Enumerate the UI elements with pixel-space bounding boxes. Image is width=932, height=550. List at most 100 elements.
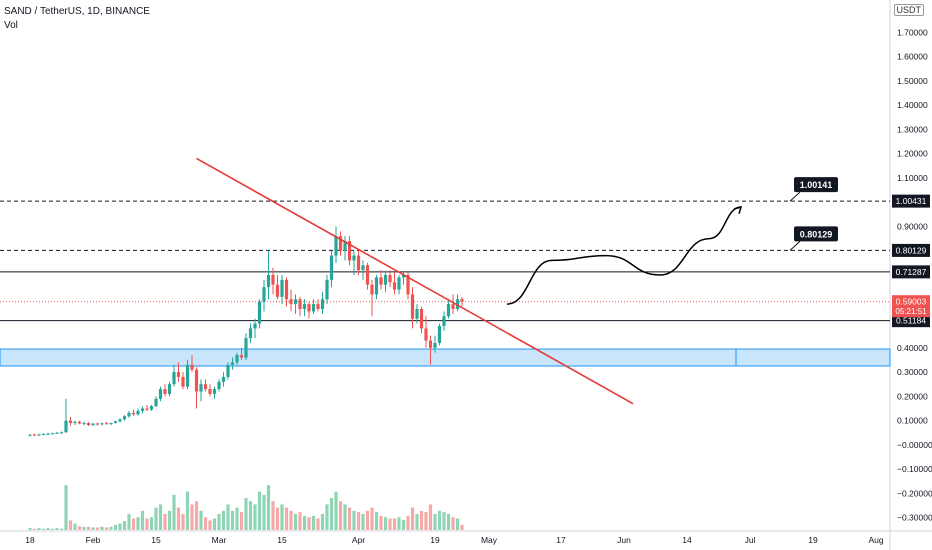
volume-bar (410, 507, 415, 530)
y-tick-label: 0.40000 (897, 343, 928, 353)
candle-body (77, 421, 82, 424)
current-price-text: 0.59003 (896, 297, 927, 307)
candle-body (424, 328, 428, 341)
volume-bar (338, 501, 343, 530)
projection-layer[interactable] (506, 205, 743, 305)
volume-bar (424, 512, 428, 530)
y-tick-label: 0.20000 (897, 391, 928, 401)
candle-body (248, 328, 253, 339)
x-axis[interactable]: 18 Feb 15 Mar 15 Apr 19 May 17 Jun 14 Jul 19 Aug (25, 535, 884, 545)
volume-bar (28, 528, 32, 530)
volume-bar (320, 514, 325, 530)
volume-bar (32, 528, 37, 530)
volume-bar (127, 514, 131, 530)
volume-bar (347, 507, 352, 530)
candle-body (190, 364, 194, 370)
callouts-layer: 1.00141 0.80129 (789, 177, 838, 251)
y-tick-label: 1.40000 (897, 100, 928, 110)
volume-bar (217, 514, 221, 530)
y-tick-label: 1.70000 (897, 27, 928, 37)
candle-body (145, 408, 149, 410)
volume-bar (419, 510, 424, 530)
candle-body (275, 284, 280, 297)
volume-bar (433, 514, 437, 530)
x-tick-label: Apr (352, 535, 365, 545)
volume-bar (140, 510, 145, 530)
candle-body (203, 384, 208, 390)
candle-body (68, 420, 73, 424)
volume-layer (28, 485, 464, 530)
volume-bar (181, 514, 185, 530)
price-level-tag (892, 314, 930, 328)
y-tick-label: −0.30000 (897, 513, 932, 523)
candle-body (406, 274, 410, 295)
symbol-title[interactable]: SAND / TetherUS, 1D, BINANCE (4, 6, 150, 17)
volume-bar (59, 528, 64, 530)
candle-body (433, 342, 437, 348)
candle-body (167, 384, 172, 394)
candle-body (266, 274, 271, 288)
candle-body (55, 432, 59, 434)
candle-body (316, 304, 320, 309)
y-tick-label: −0.10000 (897, 464, 932, 474)
candle-body (329, 255, 334, 280)
volume-bar (397, 517, 401, 530)
volume-bar (226, 504, 230, 530)
candle-body (302, 304, 307, 309)
volume-indicator-label[interactable]: Vol (4, 20, 18, 31)
x-tick-label: 15 (277, 535, 287, 545)
candle-body (343, 241, 347, 251)
volume-bar (91, 527, 95, 530)
candle-body (230, 362, 235, 365)
callout-box (794, 177, 838, 193)
volume-bar (302, 515, 307, 530)
candle-body (356, 255, 361, 271)
y-tick-label: 1.60000 (897, 52, 928, 62)
callout-label: 1.00141 (800, 180, 833, 190)
volume-bar (329, 498, 334, 530)
candle-body (181, 376, 185, 387)
volume-bar (235, 507, 239, 530)
candle-body (437, 325, 442, 343)
volume-bar (212, 518, 217, 530)
volume-bar (68, 520, 73, 530)
downtrend-line[interactable] (196, 157, 634, 405)
volume-bar (176, 507, 181, 530)
candle-body (95, 423, 100, 425)
candle-body (185, 364, 190, 387)
candle-body (383, 274, 388, 285)
x-tick-label: 19 (430, 535, 440, 545)
candle-body (104, 423, 109, 425)
candle-body (226, 364, 230, 377)
candle-body (113, 421, 118, 424)
candle-body (172, 372, 176, 385)
y-tick-label: −0.00000 (897, 440, 932, 450)
candle-body (334, 236, 338, 256)
candle-body (311, 304, 316, 312)
candle-body (235, 355, 239, 363)
candle-body (244, 338, 248, 358)
volume-bar (82, 526, 86, 530)
volume-bar (73, 523, 77, 530)
volume-bar (149, 517, 154, 530)
currency-button[interactable]: USDT (893, 4, 924, 16)
volume-bar (311, 515, 316, 530)
x-tick-label: Jun (617, 535, 631, 545)
volume-bar (280, 504, 284, 530)
trendline-layer[interactable] (196, 157, 634, 405)
projection-curve[interactable] (506, 206, 742, 305)
volume-bar (55, 528, 59, 530)
volume-bar (64, 485, 68, 530)
support-zone (0, 348, 891, 367)
volume-bar (307, 517, 311, 530)
volume-bar (356, 512, 361, 530)
candle-body (73, 421, 77, 424)
volume-bar (199, 510, 203, 530)
volume-bar (257, 491, 262, 530)
y-tick-label: 1.30000 (897, 124, 928, 134)
volume-bar (316, 518, 320, 530)
volume-bar (361, 514, 365, 530)
volume-bar (41, 528, 46, 530)
callout-pointer (789, 191, 801, 202)
